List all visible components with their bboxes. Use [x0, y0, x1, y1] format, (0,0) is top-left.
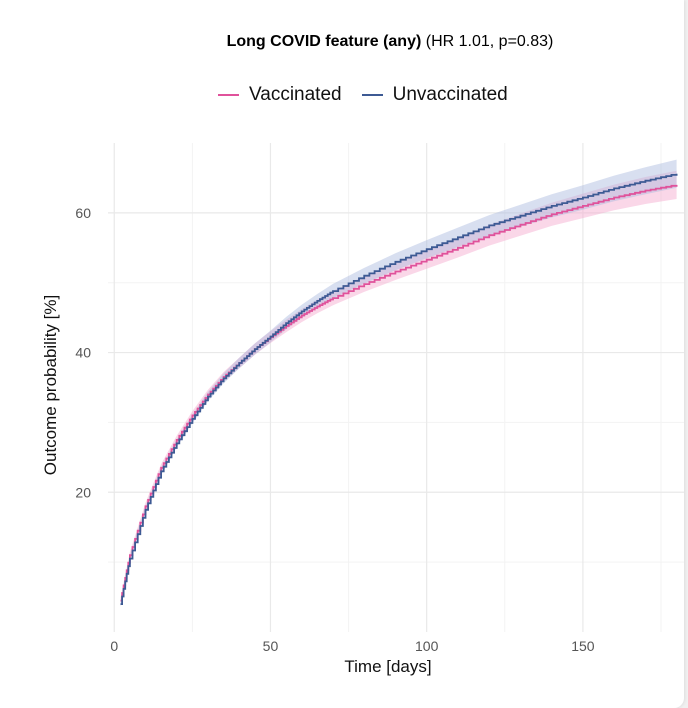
legend-label-unvaccinated: Unvaccinated: [392, 84, 508, 105]
legend-label-vaccinated: Vaccinated: [249, 84, 342, 105]
y-axis-label: Outcome probability [%]: [41, 295, 60, 475]
y-tick-label: 20: [75, 484, 91, 500]
x-tick-label: 150: [571, 638, 595, 654]
legend-item-vaccinated: Vaccinated: [218, 84, 342, 106]
chart-title: Long COVID feature (any) (HR 1.01, p=0.8…: [0, 33, 688, 51]
series-lines: [120, 173, 678, 605]
x-tick-label: 0: [110, 638, 118, 654]
y-tick-label: 40: [75, 345, 91, 361]
legend-key-unvaccinated: [361, 94, 383, 96]
legend-item-unvaccinated: Unvaccinated: [361, 84, 508, 106]
series-line-unvaccinated: [120, 173, 678, 605]
confidence-bands: [120, 159, 677, 607]
confidence-band-vaccinated: [120, 170, 677, 604]
confidence-band-unvaccinated: [120, 159, 677, 607]
chart-title-main: Long COVID feature (any): [226, 33, 422, 50]
legend-key-vaccinated: [218, 94, 239, 96]
legend: Vaccinated Unvaccinated: [218, 84, 528, 106]
series-line-vaccinated: [120, 184, 678, 602]
x-axis-label: Time [days]: [344, 657, 431, 676]
chart-title-stats: (HR 1.01, p=0.83): [425, 33, 554, 50]
tick-labels: 0 50 100 150 20 40 60: [75, 205, 594, 654]
y-tick-label: 60: [75, 205, 91, 221]
grid: [108, 143, 684, 632]
x-tick-label: 50: [263, 638, 279, 654]
x-tick-label: 100: [415, 638, 439, 654]
